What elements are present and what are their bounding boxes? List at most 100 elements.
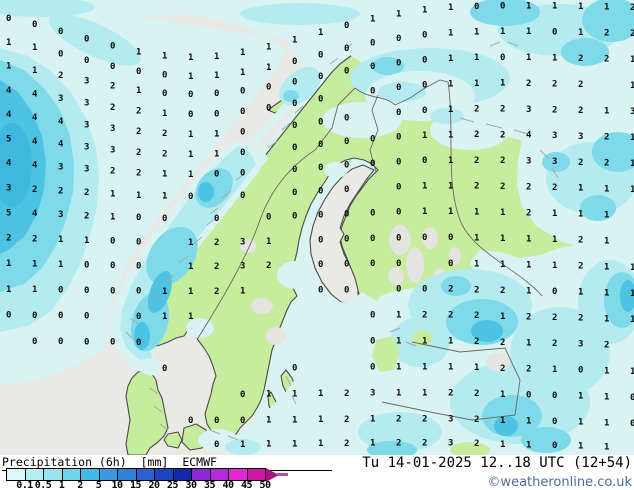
precip-value: 2 [474,389,479,399]
precip-value: 1 [604,418,609,428]
precip-value: 3 [58,94,63,104]
precip-value: 1 [188,287,193,297]
precip-value: 1 [604,288,609,298]
colorbar-cell [173,469,192,480]
precip-value: 0 [240,416,245,426]
legend-model: ECMWF [182,455,217,469]
precip-value: 0 [396,233,401,243]
precip-value: 0 [84,261,89,271]
precip-value: 1 [396,336,401,346]
colorbar-arrow-icon [266,467,279,482]
precip-value: 1 [162,312,167,322]
precip-value: 1 [266,416,271,426]
precip-value: 1 [422,182,427,192]
precip-value: 0 [318,260,323,270]
precip-value: 0 [292,77,297,87]
colorbar-cells [6,468,266,481]
precip-value: 0 [240,390,245,400]
precip-value: 1 [552,53,557,63]
precip-value: 1 [630,185,634,195]
precip-value: 0 [188,416,193,426]
precip-value: 4 [6,159,12,169]
precip-value: 0 [318,117,323,127]
precip-value: 2 [448,311,453,321]
precip-value: 0 [422,106,427,116]
precip-value: 2 [422,438,427,448]
precip-value: 1 [162,170,167,180]
precip-value: 0 [396,83,401,93]
precip-value: 1 [396,310,401,320]
precip-value: 2 [604,28,609,38]
precip-value: 1 [266,440,271,450]
precip-value: 1 [500,440,505,450]
precip-value: 0 [396,34,401,44]
precip-value: 2 [422,310,427,320]
precip-value: 0 [58,337,63,347]
legend-title: Precipitation (6h) [2,455,127,469]
precip-value: 1 [526,53,531,63]
precip-value: 0 [396,183,401,193]
precip-value: 0 [370,62,375,72]
precip-value: 2 [500,286,505,296]
precip-value: 1 [526,27,531,37]
precip-value: 1 [474,208,479,218]
precip-value: 0 [162,71,167,81]
precip-value: 1 [448,79,453,89]
precip-value: 1 [188,170,193,180]
precip-value: 0 [318,187,323,197]
colorbar-cell [44,469,63,480]
precip-value: 0 [162,214,167,224]
precip-value: 0 [578,366,583,376]
precip-value: 3 [58,210,63,220]
precip-value: 0 [396,157,401,167]
precip-value: 0 [292,57,297,67]
precip-value: 0 [292,188,297,198]
precip-value: 1 [318,389,323,399]
precip-value: 2 [110,103,115,113]
precip-value: 1 [604,210,609,220]
precip-value: 0 [240,169,245,179]
precip-value: 1 [188,130,193,140]
precip-value: 0 [110,41,115,51]
precip-value: 1 [188,262,193,272]
precip-value: 0 [552,441,557,451]
precip-value: 0 [344,161,349,171]
precip-value: 2 [578,262,583,272]
precip-value: 1 [448,337,453,347]
precip-value: 3 [552,131,557,141]
precip-value: 1 [552,261,557,271]
colorbar-cell [155,469,174,480]
precip-value: 1 [318,439,323,449]
precip-value: 0 [630,419,634,429]
precip-value: 2 [32,185,37,195]
precip-value: 2 [552,183,557,193]
precip-value: 3 [578,340,583,350]
precip-value: 3 [240,262,245,272]
legend-unit: [mm] [140,455,169,469]
precip-value: 0 [552,391,557,401]
precip-value: 1 [500,312,505,322]
precip-value: 0 [136,287,141,297]
precip-value: 2 [136,107,141,117]
value-numbers-layer: 0 0 0 0 0 1 1 1 1 1 1 1 1 0 1 1 1 1 0 0 1 1 1 1 2 1 1 0 0 0 0 0 1 1 1 1 0 0 0 0… [6,1,634,452]
precip-value: 2 [578,54,583,64]
precip-value: 2 [266,261,271,271]
copyright-link[interactable]: ©weatheronline.co.uk [487,475,632,490]
precip-value: 2 [526,312,531,322]
precip-value: 1 [500,208,505,218]
legend-left: Precipitation (6h) [mm] ECMWF 0.1 0.5 1 2 5 1… [2,455,342,490]
precip-value: 1 [552,365,557,375]
precip-value: 0 [266,104,271,114]
precip-value: 0 [370,39,375,49]
precip-value: 1 [188,150,193,160]
precip-value: 0 [110,261,115,271]
precip-value: 1 [422,6,427,16]
precip-value: 1 [162,51,167,61]
precip-value: 0 [344,137,349,147]
precip-value: 0 [58,49,63,59]
precip-value: 2 [526,79,531,89]
precip-value: 2 [162,129,167,139]
colorbar-cell [62,469,81,480]
precip-value: 1 [370,15,375,25]
precip-value: 1 [578,442,583,452]
